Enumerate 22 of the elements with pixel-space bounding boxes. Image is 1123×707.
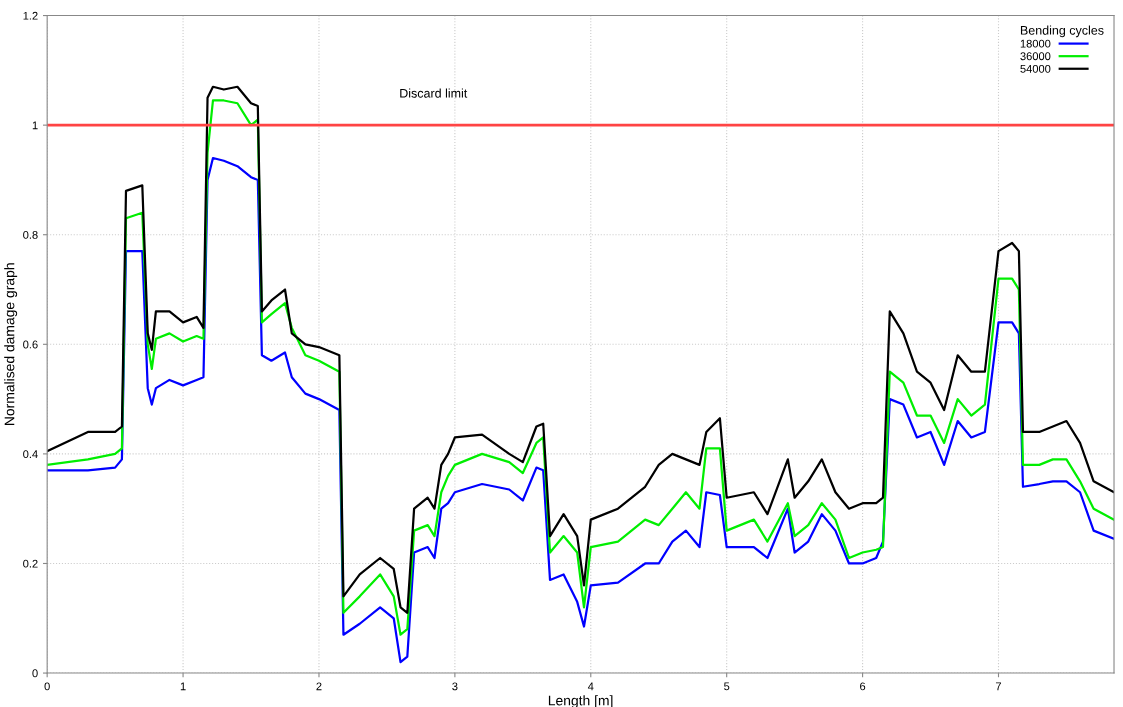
y-tick-label: 0 [32, 669, 38, 678]
y-tick-label: 1 [32, 121, 38, 130]
x-tick-label: 2 [316, 682, 322, 691]
x-tick-label: 4 [587, 682, 594, 691]
y-tick-label: 1.2 [23, 11, 38, 20]
legend-title: Bending cycles [1020, 25, 1104, 38]
x-tick-label: 7 [995, 682, 1002, 691]
legend-label: 36000 [1020, 52, 1051, 61]
x-tick-label: 1 [180, 682, 186, 691]
x-tick-label: 0 [44, 682, 50, 691]
y-tick-label: 0.8 [23, 230, 38, 239]
y-tick-label: 0.2 [23, 559, 38, 568]
x-tick-label: 5 [724, 682, 730, 691]
line-series [47, 156, 1115, 664]
legend-label: 54000 [1020, 64, 1051, 73]
legend-label: 18000 [1020, 39, 1051, 48]
ref-line-label: Discard limit [400, 88, 468, 98]
x-tick-label: 3 [452, 682, 458, 691]
y-tick-label: 0.6 [23, 340, 38, 349]
x-tick-label: 6 [860, 682, 866, 691]
y-axis-title: Normalised damage graph [4, 263, 18, 425]
y-tick-label: 0.4 [23, 450, 38, 459]
